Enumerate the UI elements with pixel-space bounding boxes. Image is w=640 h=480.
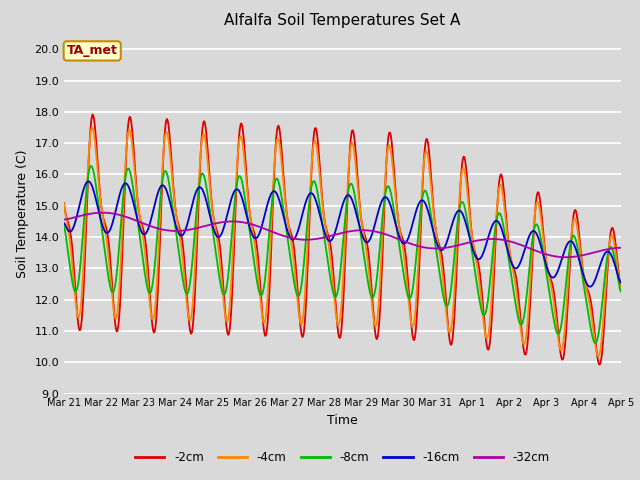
- Y-axis label: Soil Temperature (C): Soil Temperature (C): [16, 149, 29, 278]
- Title: Alfalfa Soil Temperatures Set A: Alfalfa Soil Temperatures Set A: [224, 13, 461, 28]
- Text: TA_met: TA_met: [67, 44, 118, 58]
- X-axis label: Time: Time: [327, 414, 358, 427]
- Legend: -2cm, -4cm, -8cm, -16cm, -32cm: -2cm, -4cm, -8cm, -16cm, -32cm: [130, 446, 555, 469]
